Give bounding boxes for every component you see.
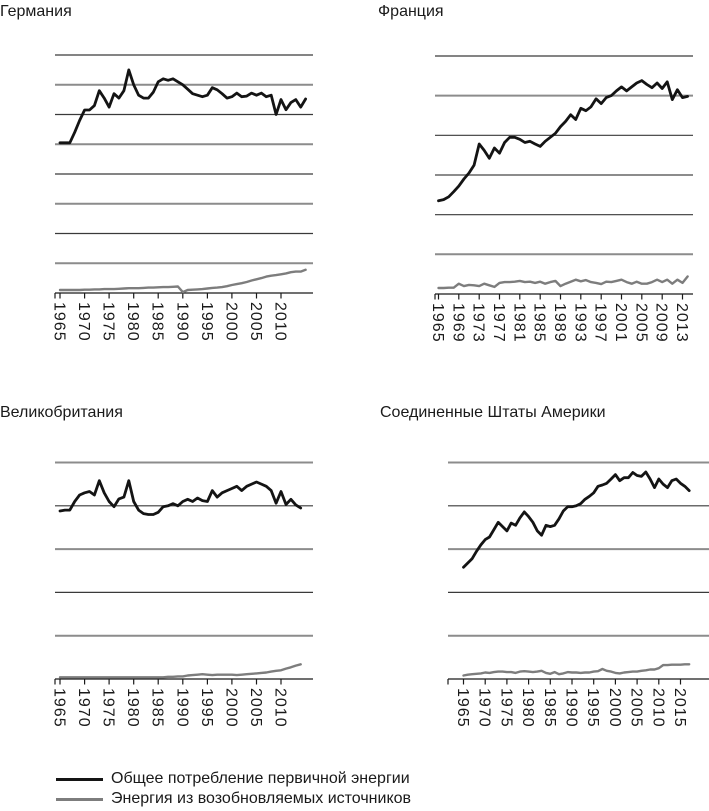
legend-item-renewables: Энергия из возобновляемых источников: [56, 789, 411, 809]
axis-tick-label: 2005: [628, 688, 645, 728]
axis-tick-label: 1970: [75, 688, 92, 728]
chart-uk: 1965 1970 1975 1980 1985 1990 1995 2000 2005 2010: [51, 461, 313, 728]
axis-tick-label: 1989: [551, 303, 568, 343]
axis-tick-label: 1993: [571, 303, 588, 343]
chart-title-germany: Германия: [0, 3, 72, 20]
axis-tick-label: 1990: [173, 688, 190, 728]
chart-title-uk: Великобритания: [0, 404, 123, 421]
axis-tick-label: 2010: [649, 688, 666, 728]
axis-tick-label: 1980: [519, 688, 536, 728]
axis-tick-label: 2009: [653, 303, 670, 343]
axis-tick-label: 1973: [470, 303, 487, 343]
axis-tick-label: 2005: [632, 303, 649, 343]
axis-tick-label: 1965: [429, 303, 446, 343]
renewables-line: [437, 275, 689, 290]
renewables-line-swatch: [56, 797, 103, 801]
chart-title-france: Франция: [378, 3, 444, 20]
axis-tick-label: 2000: [606, 688, 623, 728]
chart-germany: 1965 1970 1975 1980 1985 1990 1995 2000 2005 2010: [51, 54, 313, 342]
legend: Общее потребление первичной энергии Энер…: [56, 769, 411, 809]
axis-tick-label: 1995: [198, 302, 215, 342]
renewables-line: [462, 663, 691, 677]
axis-tick-label: 1980: [124, 302, 141, 342]
axis-tick-label: 1975: [100, 688, 117, 728]
axis-tick-label: 2010: [272, 302, 289, 342]
axis-tick-label: 1965: [454, 688, 471, 728]
axis-tick-label: 1981: [510, 303, 527, 343]
chart-usa: 1965 1970 1975 1980 1985 1990 1995 2000 2005 2010…: [447, 461, 709, 728]
axis-tick-label: 1985: [541, 688, 558, 728]
axis-tick-label: 1995: [198, 688, 215, 728]
total-primary-energy-line: [437, 79, 689, 203]
axis-tick-label: 1997: [592, 303, 609, 343]
axis-tick-label: 1985: [149, 302, 166, 342]
axis-tick-label: 2000: [222, 688, 239, 728]
axis-tick-label: 1970: [75, 302, 92, 342]
axis-tick-label: 2005: [247, 302, 264, 342]
axis-tick-label: 1969: [449, 303, 466, 343]
axis-tick-label: 2005: [247, 688, 264, 728]
total-energy-line-swatch: [56, 777, 103, 781]
axis-tick-label: 1977: [490, 303, 507, 343]
legend-item-total-energy: Общее потребление первичной энергии: [56, 769, 411, 789]
chart-title-usa: Соединенные Штаты Америки: [380, 404, 606, 421]
chart-france: 1965 1969 1973 1977 1981 1985 1989 1993 1997 2001…: [429, 55, 693, 343]
renewables-line: [58, 663, 302, 679]
axis-tick-label: 2001: [612, 303, 629, 343]
axis-tick-label: 1970: [476, 688, 493, 728]
axis-tick-label: 1990: [563, 688, 580, 728]
total-primary-energy-line: [462, 470, 691, 569]
legend-label-total-energy: Общее потребление первичной энергии: [111, 770, 410, 787]
axis-tick-label: 1985: [149, 688, 166, 728]
axis-tick-label: 1980: [124, 688, 141, 728]
axis-tick-label: 1975: [497, 688, 514, 728]
axis-tick-label: 2010: [272, 688, 289, 728]
renewables-line: [58, 268, 307, 294]
total-primary-energy-line: [58, 479, 303, 516]
axis-tick-label: 2000: [222, 302, 239, 342]
axis-tick-label: 1975: [100, 302, 117, 342]
axis-tick-label: 2013: [673, 303, 690, 343]
axis-tick-label: 1990: [173, 302, 190, 342]
axis-tick-label: 2015: [671, 688, 688, 728]
legend-label-renewables: Энергия из возобновляемых источников: [111, 790, 412, 807]
axis-tick-label: 1965: [51, 688, 68, 728]
total-primary-energy-line: [58, 68, 308, 145]
axis-tick-label: 1965: [51, 302, 68, 342]
axis-tick-label: 1995: [584, 688, 601, 728]
axis-tick-label: 1985: [531, 303, 548, 343]
